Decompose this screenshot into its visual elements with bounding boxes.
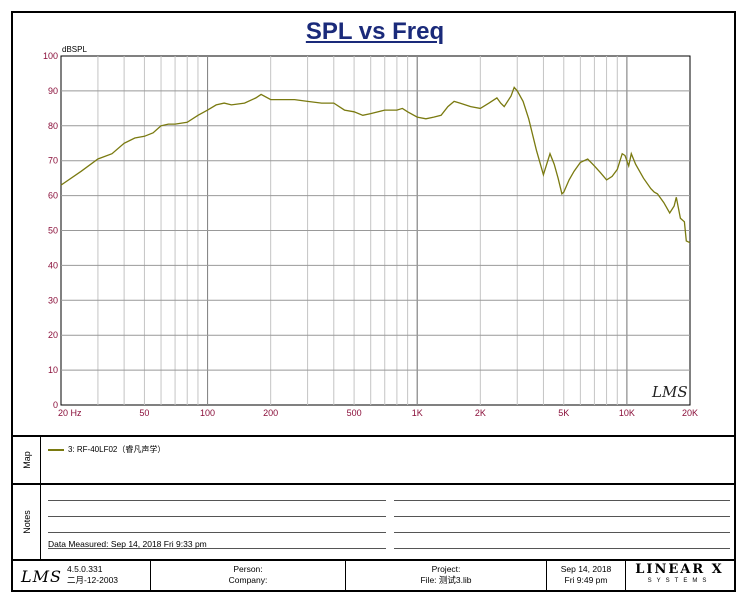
note-line bbox=[48, 500, 386, 501]
data-measured: Data Measured: Sep 14, 2018 Fri 9:33 pm bbox=[48, 539, 207, 549]
note-line bbox=[48, 516, 386, 517]
series-line-rf-40lf02 bbox=[60, 86, 691, 244]
note-line bbox=[394, 516, 730, 517]
brand-cell: LINEAR X SYSTEMS bbox=[626, 561, 733, 592]
y-tick-label: 60 bbox=[48, 191, 58, 201]
y-tick-label: 10 bbox=[48, 365, 58, 375]
person-cell: Person: Company: bbox=[150, 561, 346, 592]
footer-date: Sep 14, 2018 bbox=[560, 564, 612, 574]
y-tick-label: 0 bbox=[53, 400, 58, 410]
version-cell: 4.5.0.331 二月-12-2003 bbox=[65, 561, 150, 592]
x-tick-label: 10K bbox=[619, 408, 635, 418]
x-axis: 20 Hz 50 100 200 500 1K 2K 5K 10K 20K bbox=[58, 408, 698, 418]
footer-time: Fri 9:49 pm bbox=[564, 575, 608, 585]
version-date: 二月-12-2003 bbox=[67, 575, 119, 585]
notes-side-label: Notes bbox=[13, 485, 41, 559]
footer: LMS 4.5.0.331 二月-12-2003 Person: Company… bbox=[13, 559, 735, 592]
project-cell: Project: File: 测试3.lib bbox=[346, 561, 546, 592]
x-tick-label: 5K bbox=[558, 408, 569, 418]
legend-swatch bbox=[48, 448, 64, 451]
map-band bbox=[13, 435, 735, 483]
y-tick-label: 40 bbox=[48, 260, 58, 270]
x-tick-label: 100 bbox=[200, 408, 215, 418]
grid-lines bbox=[61, 56, 690, 405]
x-tick-label: 20 Hz bbox=[58, 408, 82, 418]
person-label: Person: bbox=[233, 564, 263, 574]
footer-logo-cell: LMS bbox=[13, 561, 63, 592]
file-label: File: 测试3.lib bbox=[420, 575, 472, 585]
y-tick-label: 70 bbox=[48, 156, 58, 166]
note-line bbox=[394, 532, 730, 533]
x-tick-label: 2K bbox=[475, 408, 486, 418]
note-line bbox=[48, 548, 386, 549]
x-tick-label: 200 bbox=[263, 408, 278, 418]
spl-chart: 0 10 20 30 40 50 60 70 80 90 100 20 Hz 50 100 200 500 1… bbox=[43, 45, 698, 418]
y-tick-label: 100 bbox=[43, 51, 58, 61]
x-tick-label: 1K bbox=[412, 408, 423, 418]
x-tick-label: 20K bbox=[682, 408, 698, 418]
lms-logo: LMS bbox=[21, 567, 62, 586]
project-label: Project: bbox=[431, 564, 461, 574]
legend-entry: 3: RF-40LF02（睿凡声学） bbox=[48, 444, 165, 455]
y-tick-label: 20 bbox=[48, 330, 58, 340]
x-tick-label: 500 bbox=[347, 408, 362, 418]
note-line bbox=[394, 500, 730, 501]
y-tick-label: 80 bbox=[48, 121, 58, 131]
legend-text: 3: RF-40LF02（睿凡声学） bbox=[68, 445, 166, 454]
y-axis: 0 10 20 30 40 50 60 70 80 90 100 bbox=[43, 51, 58, 410]
chart-title: SPL vs Freq bbox=[305, 18, 445, 45]
note-line bbox=[394, 548, 730, 549]
company-label: Company: bbox=[228, 575, 268, 585]
date-cell: Sep 14, 2018 Fri 9:49 pm bbox=[546, 561, 626, 592]
notes-band bbox=[13, 483, 735, 559]
y-tick-label: 30 bbox=[48, 295, 58, 305]
lms-watermark: LMS bbox=[651, 383, 688, 401]
y-axis-label: dBSPL bbox=[62, 45, 87, 54]
map-side-label: Map bbox=[13, 437, 41, 483]
outer-frame bbox=[11, 11, 736, 592]
version-number: 4.5.0.331 bbox=[67, 564, 103, 574]
y-tick-label: 50 bbox=[48, 226, 58, 236]
y-tick-label: 90 bbox=[48, 86, 58, 96]
x-tick-label: 50 bbox=[139, 408, 149, 418]
note-line bbox=[48, 532, 386, 533]
brand-sub: SYSTEMS bbox=[647, 578, 712, 584]
brand-main: LINEAR X bbox=[635, 562, 724, 577]
